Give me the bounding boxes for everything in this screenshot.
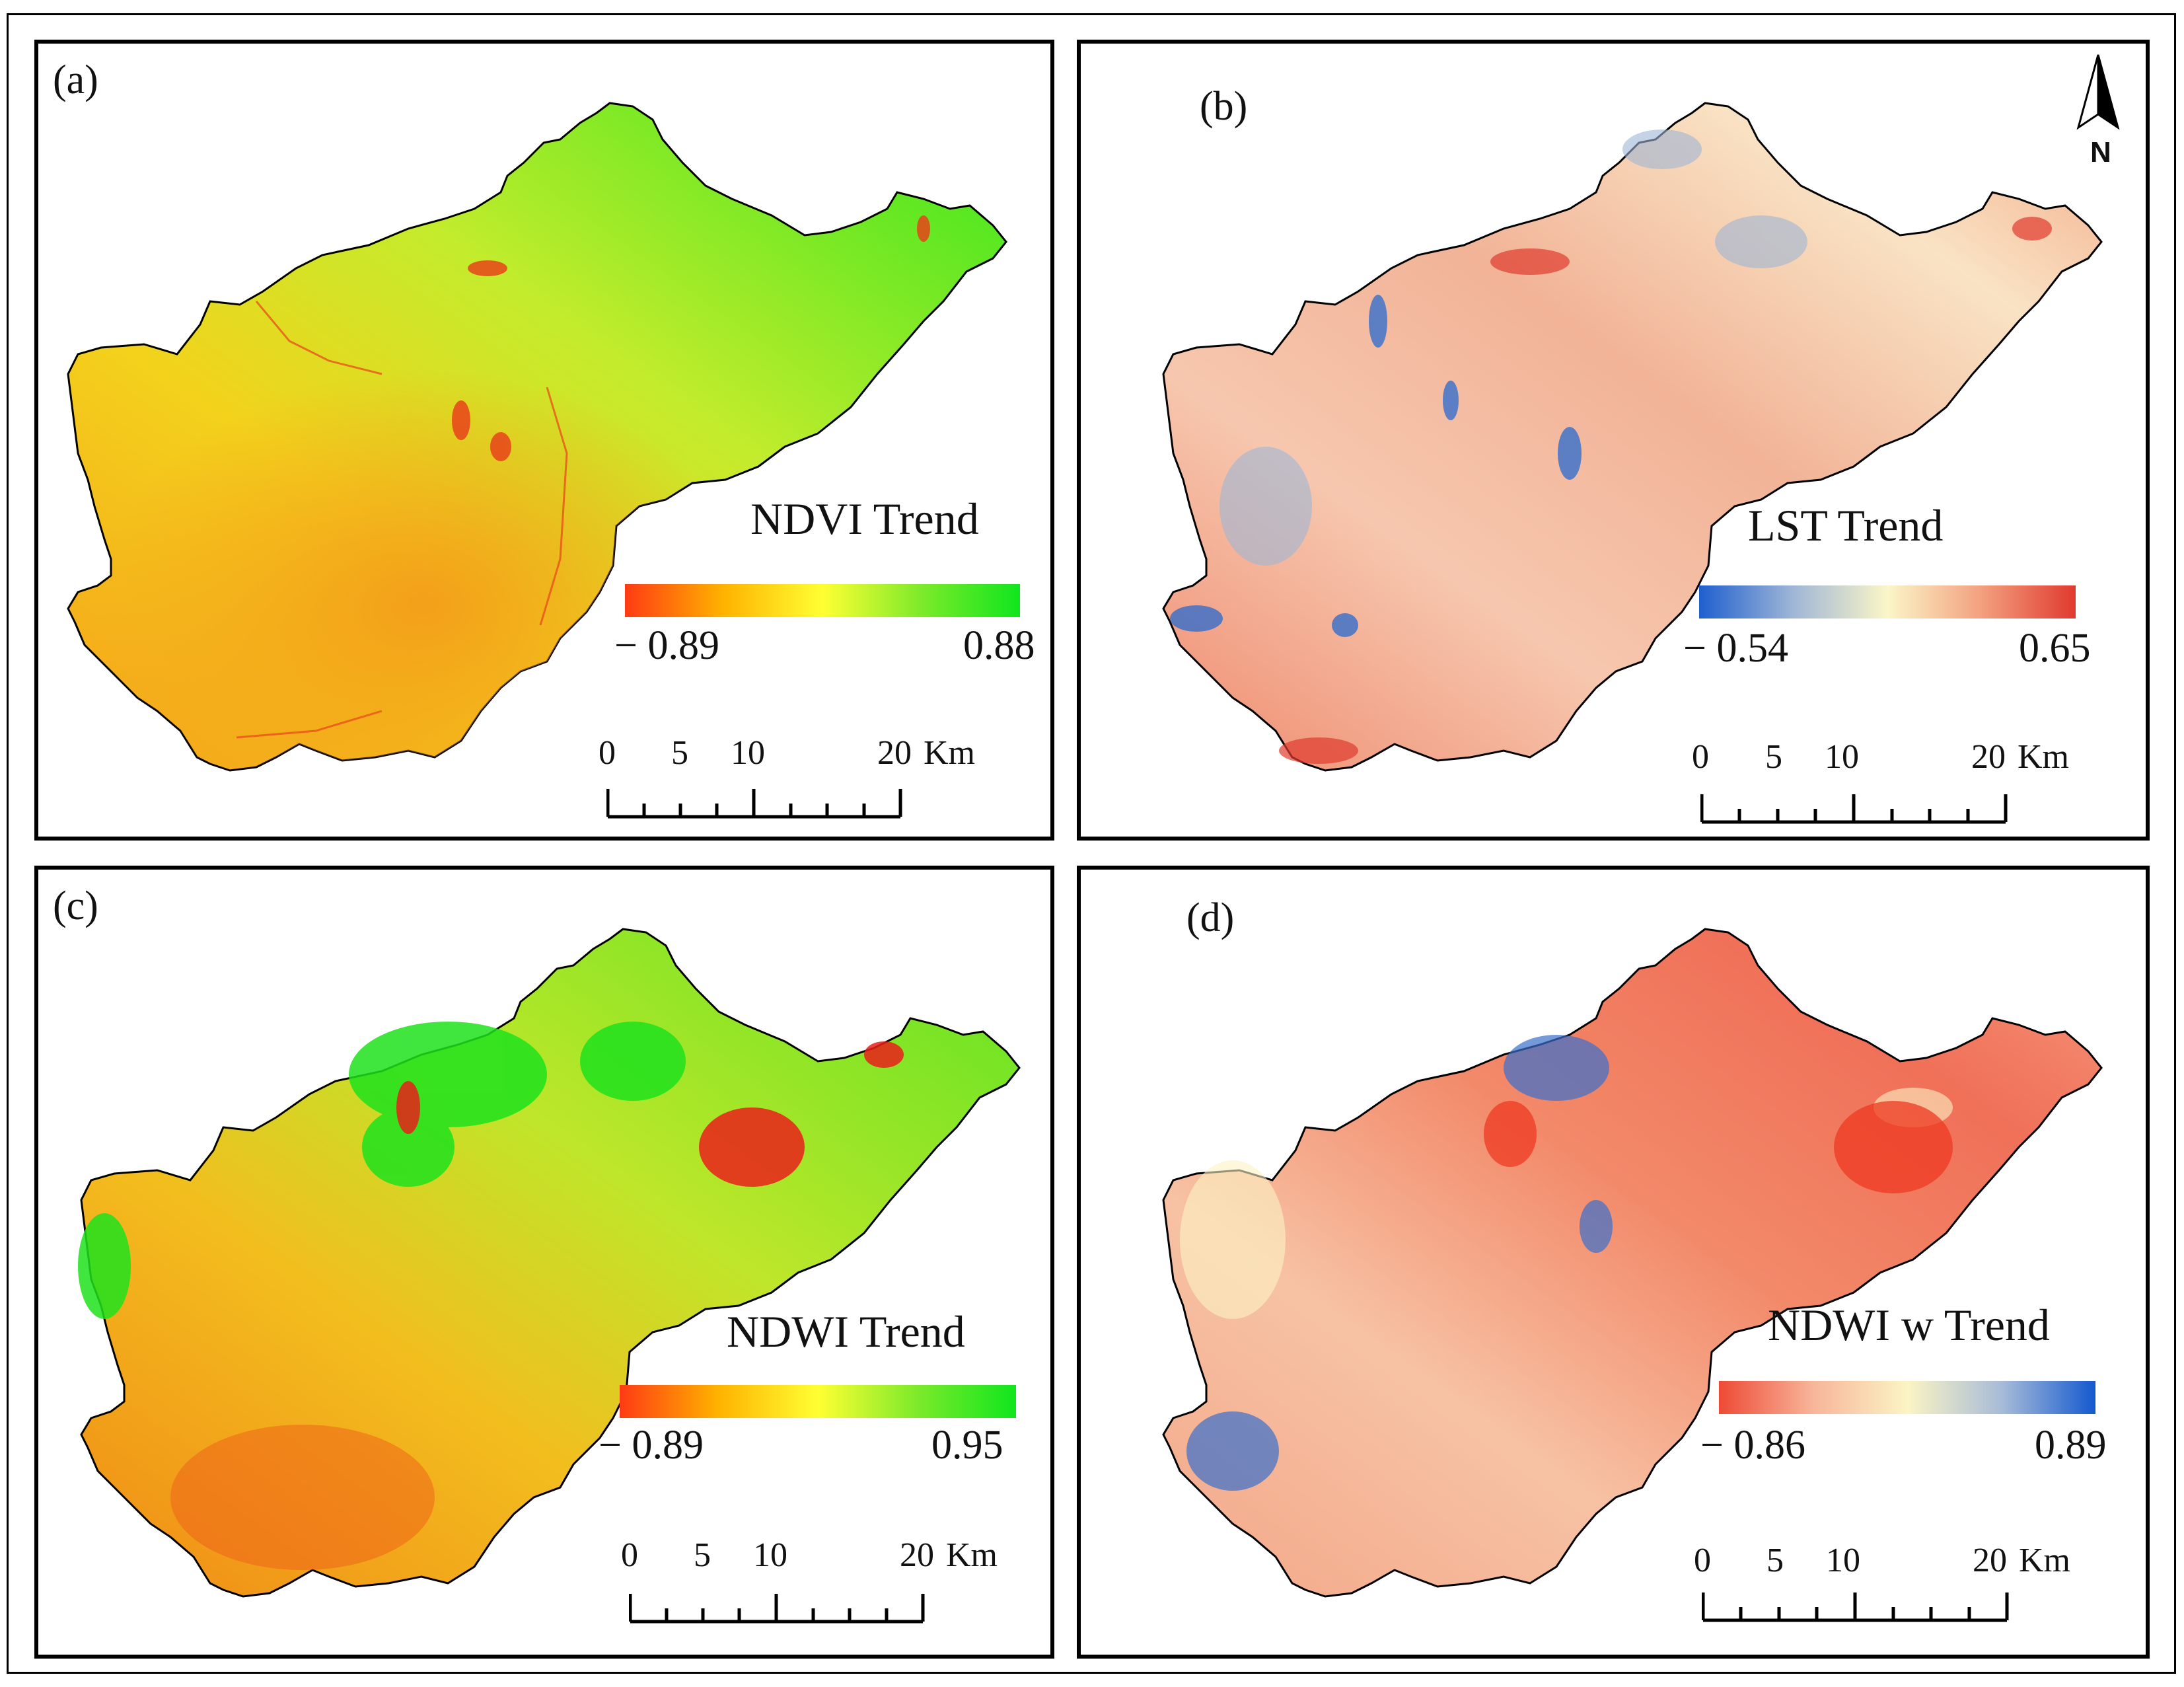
scale-bar [1700,794,2008,824]
scale-tick-0: 0 [599,734,616,772]
legend-color-ramp [625,584,1020,617]
scale-tick-20: 20 [900,1536,934,1574]
legend-title: NDWI w Trend [1768,1300,2050,1350]
legend-title: NDWI Trend [727,1306,965,1357]
scale-tick-0: 0 [1694,1542,1711,1579]
legend-max-value: 0.65 [2019,626,2091,671]
scale-bar [606,789,902,819]
scale-unit: Km [946,1536,998,1574]
scale-tick-10: 10 [753,1536,787,1574]
panel-d: (d) NDWI w Trend − 0.86 0.89 0 5 10 20 K… [1077,866,2150,1659]
scale-tick-10: 10 [731,734,765,772]
lst-trend-map [1162,102,2103,772]
legend-max-value: 0.88 [963,623,1035,668]
scale-tick-5: 5 [1765,738,1782,776]
legend-max-value: 0.89 [2035,1423,2107,1468]
legend-min-value: − 0.86 [1700,1423,1805,1468]
legend-color-ramp [620,1385,1016,1418]
legend-min-value: − 0.89 [599,1423,704,1468]
scale-tick-5: 5 [1766,1542,1784,1579]
panel-label: (c) [53,883,98,928]
scale-tick-0: 0 [621,1536,638,1574]
north-arrow-label: N [2090,136,2111,169]
panel-label: (a) [53,57,98,102]
legend-title: LST Trend [1748,500,1944,550]
ndwi-trend-map [78,928,1021,1598]
ndwi-w-trend-map [1162,928,2103,1598]
panel-label: (b) [1200,84,1248,129]
panel-c: (c) NDWI Trend − 0.89 0.95 0 5 10 20 Km [34,866,1054,1659]
legend-min-value: − 0.54 [1683,626,1788,671]
scale-tick-20: 20 [877,734,912,772]
legend-color-ramp [1719,1381,2095,1414]
scale-tick-10: 10 [1826,1542,1860,1579]
scale-tick-10: 10 [1825,738,1859,776]
panel-label: (d) [1186,895,1235,940]
scale-unit: Km [2018,738,2069,776]
scale-unit: Km [924,734,975,772]
scale-tick-0: 0 [1692,738,1709,776]
legend-max-value: 0.95 [931,1423,1003,1468]
legend-color-ramp [1699,585,2076,619]
panel-a: (a) NDVI Trend − 0.89 0.88 0 5 10 20 Km [34,40,1054,841]
scale-unit: Km [2019,1542,2070,1579]
legend-min-value: − 0.89 [614,623,719,668]
scale-tick-5: 5 [671,734,688,772]
scale-bar [1702,1593,2009,1622]
north-arrow-icon [2076,54,2120,130]
scale-tick-20: 20 [1973,1542,2007,1579]
panel-b: N (b) LST Trend − 0.54 0.65 0 5 10 20 Km [1077,40,2150,841]
scale-bar [629,1594,925,1624]
scale-tick-20: 20 [1971,738,2006,776]
scale-tick-5: 5 [694,1536,711,1574]
legend-title: NDVI Trend [750,494,979,544]
ndvi-trend-map [67,102,1007,772]
figure-frame [7,13,2176,1674]
